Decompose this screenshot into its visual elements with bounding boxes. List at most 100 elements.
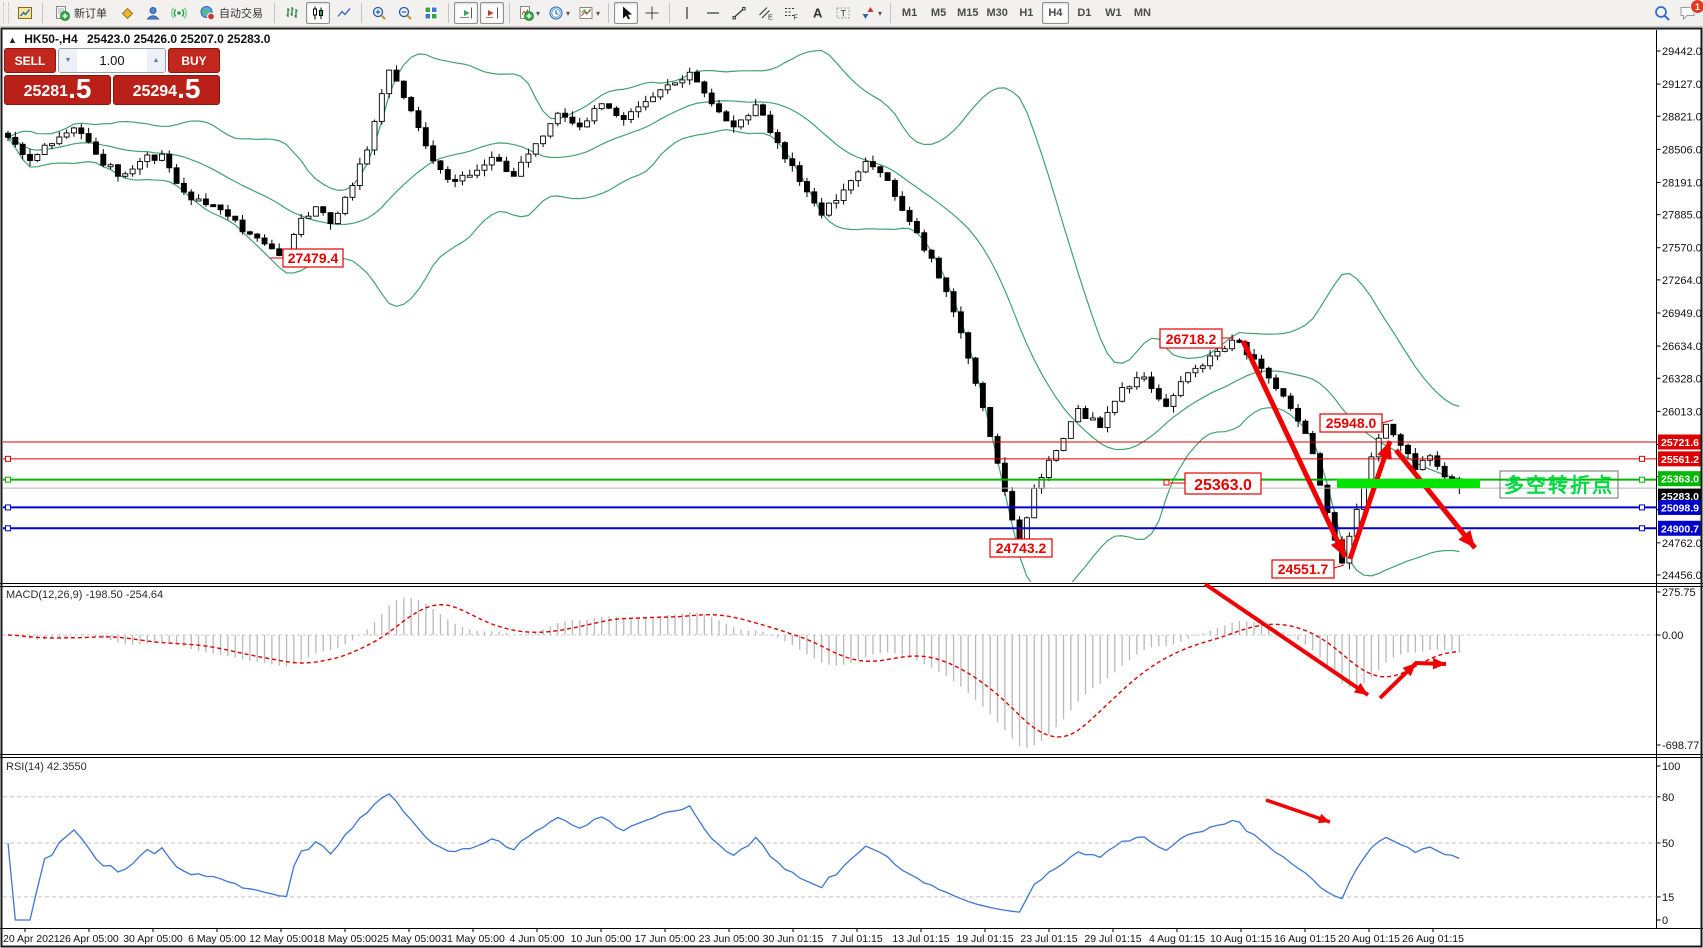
timeframe-m5-button[interactable]: M5: [925, 2, 952, 24]
annotation-text: 24743.2: [996, 540, 1047, 556]
signals-button[interactable]: [167, 2, 191, 24]
price-annotation[interactable]: 27479.4: [270, 248, 344, 268]
volume-increase-button[interactable]: ▲: [147, 49, 165, 72]
bar-chart-button[interactable]: [280, 2, 304, 24]
text-label-icon: T: [836, 7, 850, 19]
timeframe-mn-button[interactable]: MN: [1129, 2, 1156, 24]
price-annotation[interactable]: 25948.0: [1319, 413, 1394, 433]
line-handle[interactable]: [1639, 455, 1645, 462]
trend-arrow[interactable]: [1347, 440, 1393, 560]
candle-body: [276, 248, 283, 256]
sell-price[interactable]: 25281.5: [4, 75, 111, 105]
price-annotation[interactable]: 24551.7: [1271, 559, 1345, 579]
text-button[interactable]: A: [805, 2, 829, 24]
candle-body: [804, 181, 810, 193]
sell-button[interactable]: SELL: [4, 48, 56, 73]
candle-body: [107, 164, 114, 168]
annotation-anchor: [1163, 479, 1170, 486]
rsi-trend-arrow[interactable]: [1265, 798, 1331, 824]
volume-decrease-button[interactable]: ▼: [59, 49, 77, 72]
price-annotation[interactable]: 26718.2: [1159, 328, 1234, 349]
candle-body: [1119, 387, 1126, 402]
arrows-button[interactable]: ▾: [857, 2, 885, 24]
fibonacci-button[interactable]: F: [779, 2, 803, 24]
auto-scroll-button[interactable]: [454, 2, 478, 24]
market-watch-button[interactable]: [13, 2, 37, 24]
candle-body: [1427, 455, 1433, 461]
price-tag-bg: [1658, 434, 1702, 450]
candle-body: [85, 133, 92, 143]
candle-body: [620, 115, 627, 120]
line-chart-button[interactable]: [332, 2, 356, 24]
chart-shift-button[interactable]: [480, 2, 504, 24]
timeframe-h4-button[interactable]: H4: [1041, 2, 1069, 24]
vertical-line-button[interactable]: [675, 2, 699, 24]
horizontal-price-lines[interactable]: [3, 441, 1657, 532]
candle-body: [701, 81, 708, 94]
zoom-in-icon: [372, 6, 386, 20]
templates-button[interactable]: ▾: [575, 2, 603, 24]
equidistant-channel-button[interactable]: E: [753, 2, 777, 24]
buy-price[interactable]: 25294.5: [113, 75, 220, 105]
candle-body: [950, 291, 957, 313]
horizontal-line-button[interactable]: [701, 2, 725, 24]
crosshair-button[interactable]: [640, 2, 664, 24]
text-label-button[interactable]: T: [831, 2, 855, 24]
candlestick-chart-button[interactable]: [306, 2, 330, 24]
label-box: [1499, 470, 1619, 499]
collapse-panel-icon[interactable]: ▲: [8, 35, 17, 45]
profile-button[interactable]: [141, 2, 165, 24]
line-handle[interactable]: [1639, 504, 1645, 511]
periods-button[interactable]: ▾: [545, 2, 573, 24]
macd-trend-arrow[interactable]: [1378, 661, 1418, 700]
timeframe-m1-button[interactable]: M1: [896, 2, 923, 24]
macd-trend-arrow[interactable]: [1414, 657, 1447, 670]
time-axis-label: 10 Aug 01:15: [1210, 933, 1272, 945]
turning-point-highlight-bar[interactable]: [1337, 479, 1480, 488]
candle-body: [415, 110, 422, 129]
chat-button[interactable]: 1: [1676, 0, 1703, 24]
toolbar-right-group: 1: [1649, 0, 1703, 24]
highlight-button[interactable]: [115, 2, 139, 24]
zoom-in-button[interactable]: [367, 2, 391, 24]
candle-body: [100, 153, 107, 166]
candle-body: [408, 97, 415, 112]
macd-trend-arrow[interactable]: [1203, 582, 1370, 697]
line-handle[interactable]: [5, 525, 11, 532]
candle-body: [19, 143, 26, 155]
price-annotation[interactable]: 25363.0: [1163, 472, 1262, 495]
volume-input[interactable]: [77, 49, 147, 72]
signals-icon: [171, 7, 187, 19]
line-handle[interactable]: [5, 504, 11, 511]
cursor-button[interactable]: [614, 2, 639, 24]
bar-chart-icon: [286, 7, 298, 18]
zoom-out-button[interactable]: [393, 2, 417, 24]
line-handle[interactable]: [5, 476, 11, 483]
trend-arrow[interactable]: [1240, 339, 1348, 559]
candle-body: [1221, 348, 1228, 352]
candle-body: [466, 174, 473, 178]
line-handle[interactable]: [5, 455, 11, 462]
autotrading-button[interactable]: 自动交易: [193, 2, 269, 24]
timeframe-m15-button[interactable]: M15: [954, 2, 981, 24]
svg-text:T: T: [841, 9, 847, 19]
buy-button[interactable]: BUY: [168, 48, 220, 73]
line-handle[interactable]: [1639, 525, 1645, 532]
clock-icon: [549, 6, 563, 20]
line-handle[interactable]: [1639, 476, 1645, 483]
timeframe-d1-button[interactable]: D1: [1071, 2, 1098, 24]
candle-body: [576, 122, 583, 128]
trend-arrow[interactable]: [1394, 448, 1477, 550]
timeframe-w1-button[interactable]: W1: [1100, 2, 1127, 24]
tile-windows-button[interactable]: [419, 2, 443, 24]
new-order-button[interactable]: 新订单: [48, 2, 113, 24]
turning-point-label[interactable]: 多空转折点: [1499, 470, 1619, 499]
indicators-button[interactable]: ▾: [515, 2, 543, 24]
candle-body: [708, 92, 715, 105]
search-button[interactable]: [1650, 2, 1674, 24]
time-axis-label: 6 May 05:00: [188, 933, 246, 945]
timeframe-m30-button[interactable]: M30: [983, 2, 1010, 24]
trendline-button[interactable]: [727, 2, 751, 24]
timeframe-h1-button[interactable]: H1: [1013, 2, 1040, 24]
price-annotation[interactable]: 24743.2: [989, 528, 1053, 558]
